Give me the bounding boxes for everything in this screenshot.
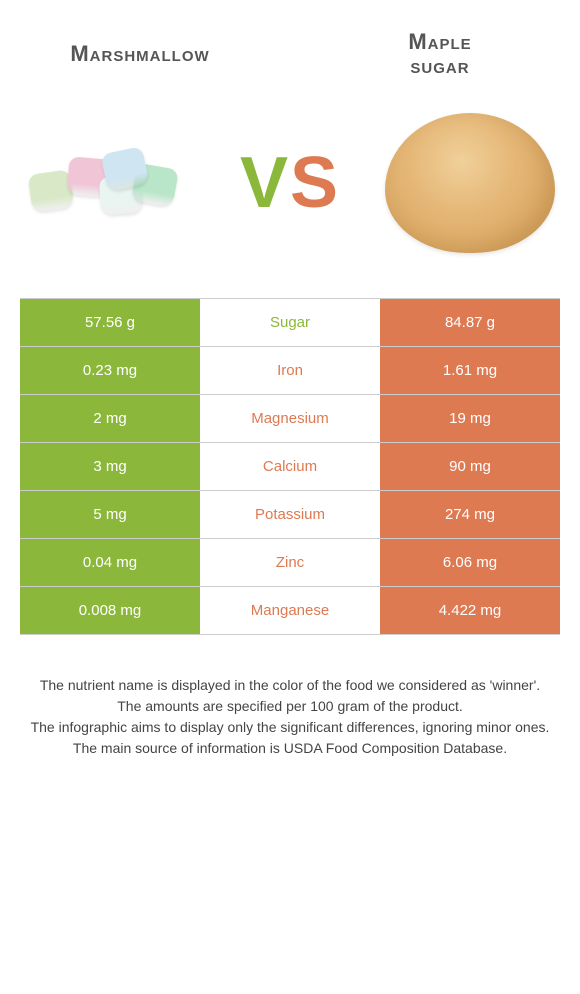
images-row: VS bbox=[0, 88, 580, 298]
value-left: 0.008 mg bbox=[20, 587, 200, 634]
value-left: 2 mg bbox=[20, 395, 200, 442]
table-row: 0.23 mgIron1.61 mg bbox=[20, 347, 560, 395]
footer-line4: The main source of information is USDA F… bbox=[20, 738, 560, 759]
value-left: 0.23 mg bbox=[20, 347, 200, 394]
table-row: 0.04 mgZinc6.06 mg bbox=[20, 539, 560, 587]
value-left: 3 mg bbox=[20, 443, 200, 490]
footer-notes: The nutrient name is displayed in the co… bbox=[0, 635, 580, 759]
header: Marshmallow Maple sugar bbox=[0, 0, 580, 88]
vs-label: VS bbox=[240, 142, 340, 224]
value-right: 6.06 mg bbox=[380, 539, 560, 586]
nutrient-table: 57.56 gSugar84.87 g0.23 mgIron1.61 mg2 m… bbox=[20, 298, 560, 635]
footer-line3: The infographic aims to display only the… bbox=[20, 717, 560, 738]
table-row: 0.008 mgManganese4.422 mg bbox=[20, 587, 560, 635]
footer-line2: The amounts are specified per 100 gram o… bbox=[20, 696, 560, 717]
value-right: 90 mg bbox=[380, 443, 560, 490]
value-left: 5 mg bbox=[20, 491, 200, 538]
table-row: 2 mgMagnesium19 mg bbox=[20, 395, 560, 443]
vs-s: S bbox=[290, 143, 340, 223]
nutrient-label: Calcium bbox=[200, 443, 380, 490]
value-left: 0.04 mg bbox=[20, 539, 200, 586]
title-right: Maple sugar bbox=[330, 30, 550, 78]
title-left: Marshmallow bbox=[30, 41, 250, 67]
title-right-line2: sugar bbox=[410, 53, 469, 78]
powder-icon bbox=[385, 113, 555, 253]
value-right: 274 mg bbox=[380, 491, 560, 538]
title-right-line1: Maple bbox=[408, 29, 471, 54]
nutrient-label: Sugar bbox=[200, 299, 380, 346]
value-right: 4.422 mg bbox=[380, 587, 560, 634]
nutrient-label: Potassium bbox=[200, 491, 380, 538]
table-row: 57.56 gSugar84.87 g bbox=[20, 299, 560, 347]
vs-v: V bbox=[240, 143, 290, 223]
nutrient-label: Zinc bbox=[200, 539, 380, 586]
maple-sugar-image bbox=[380, 108, 560, 258]
footer-line1: The nutrient name is displayed in the co… bbox=[20, 675, 560, 696]
value-right: 19 mg bbox=[380, 395, 560, 442]
nutrient-label: Manganese bbox=[200, 587, 380, 634]
nutrient-label: Iron bbox=[200, 347, 380, 394]
value-right: 1.61 mg bbox=[380, 347, 560, 394]
table-row: 5 mgPotassium274 mg bbox=[20, 491, 560, 539]
table-row: 3 mgCalcium90 mg bbox=[20, 443, 560, 491]
value-right: 84.87 g bbox=[380, 299, 560, 346]
nutrient-label: Magnesium bbox=[200, 395, 380, 442]
marshmallow-image bbox=[20, 108, 200, 258]
value-left: 57.56 g bbox=[20, 299, 200, 346]
